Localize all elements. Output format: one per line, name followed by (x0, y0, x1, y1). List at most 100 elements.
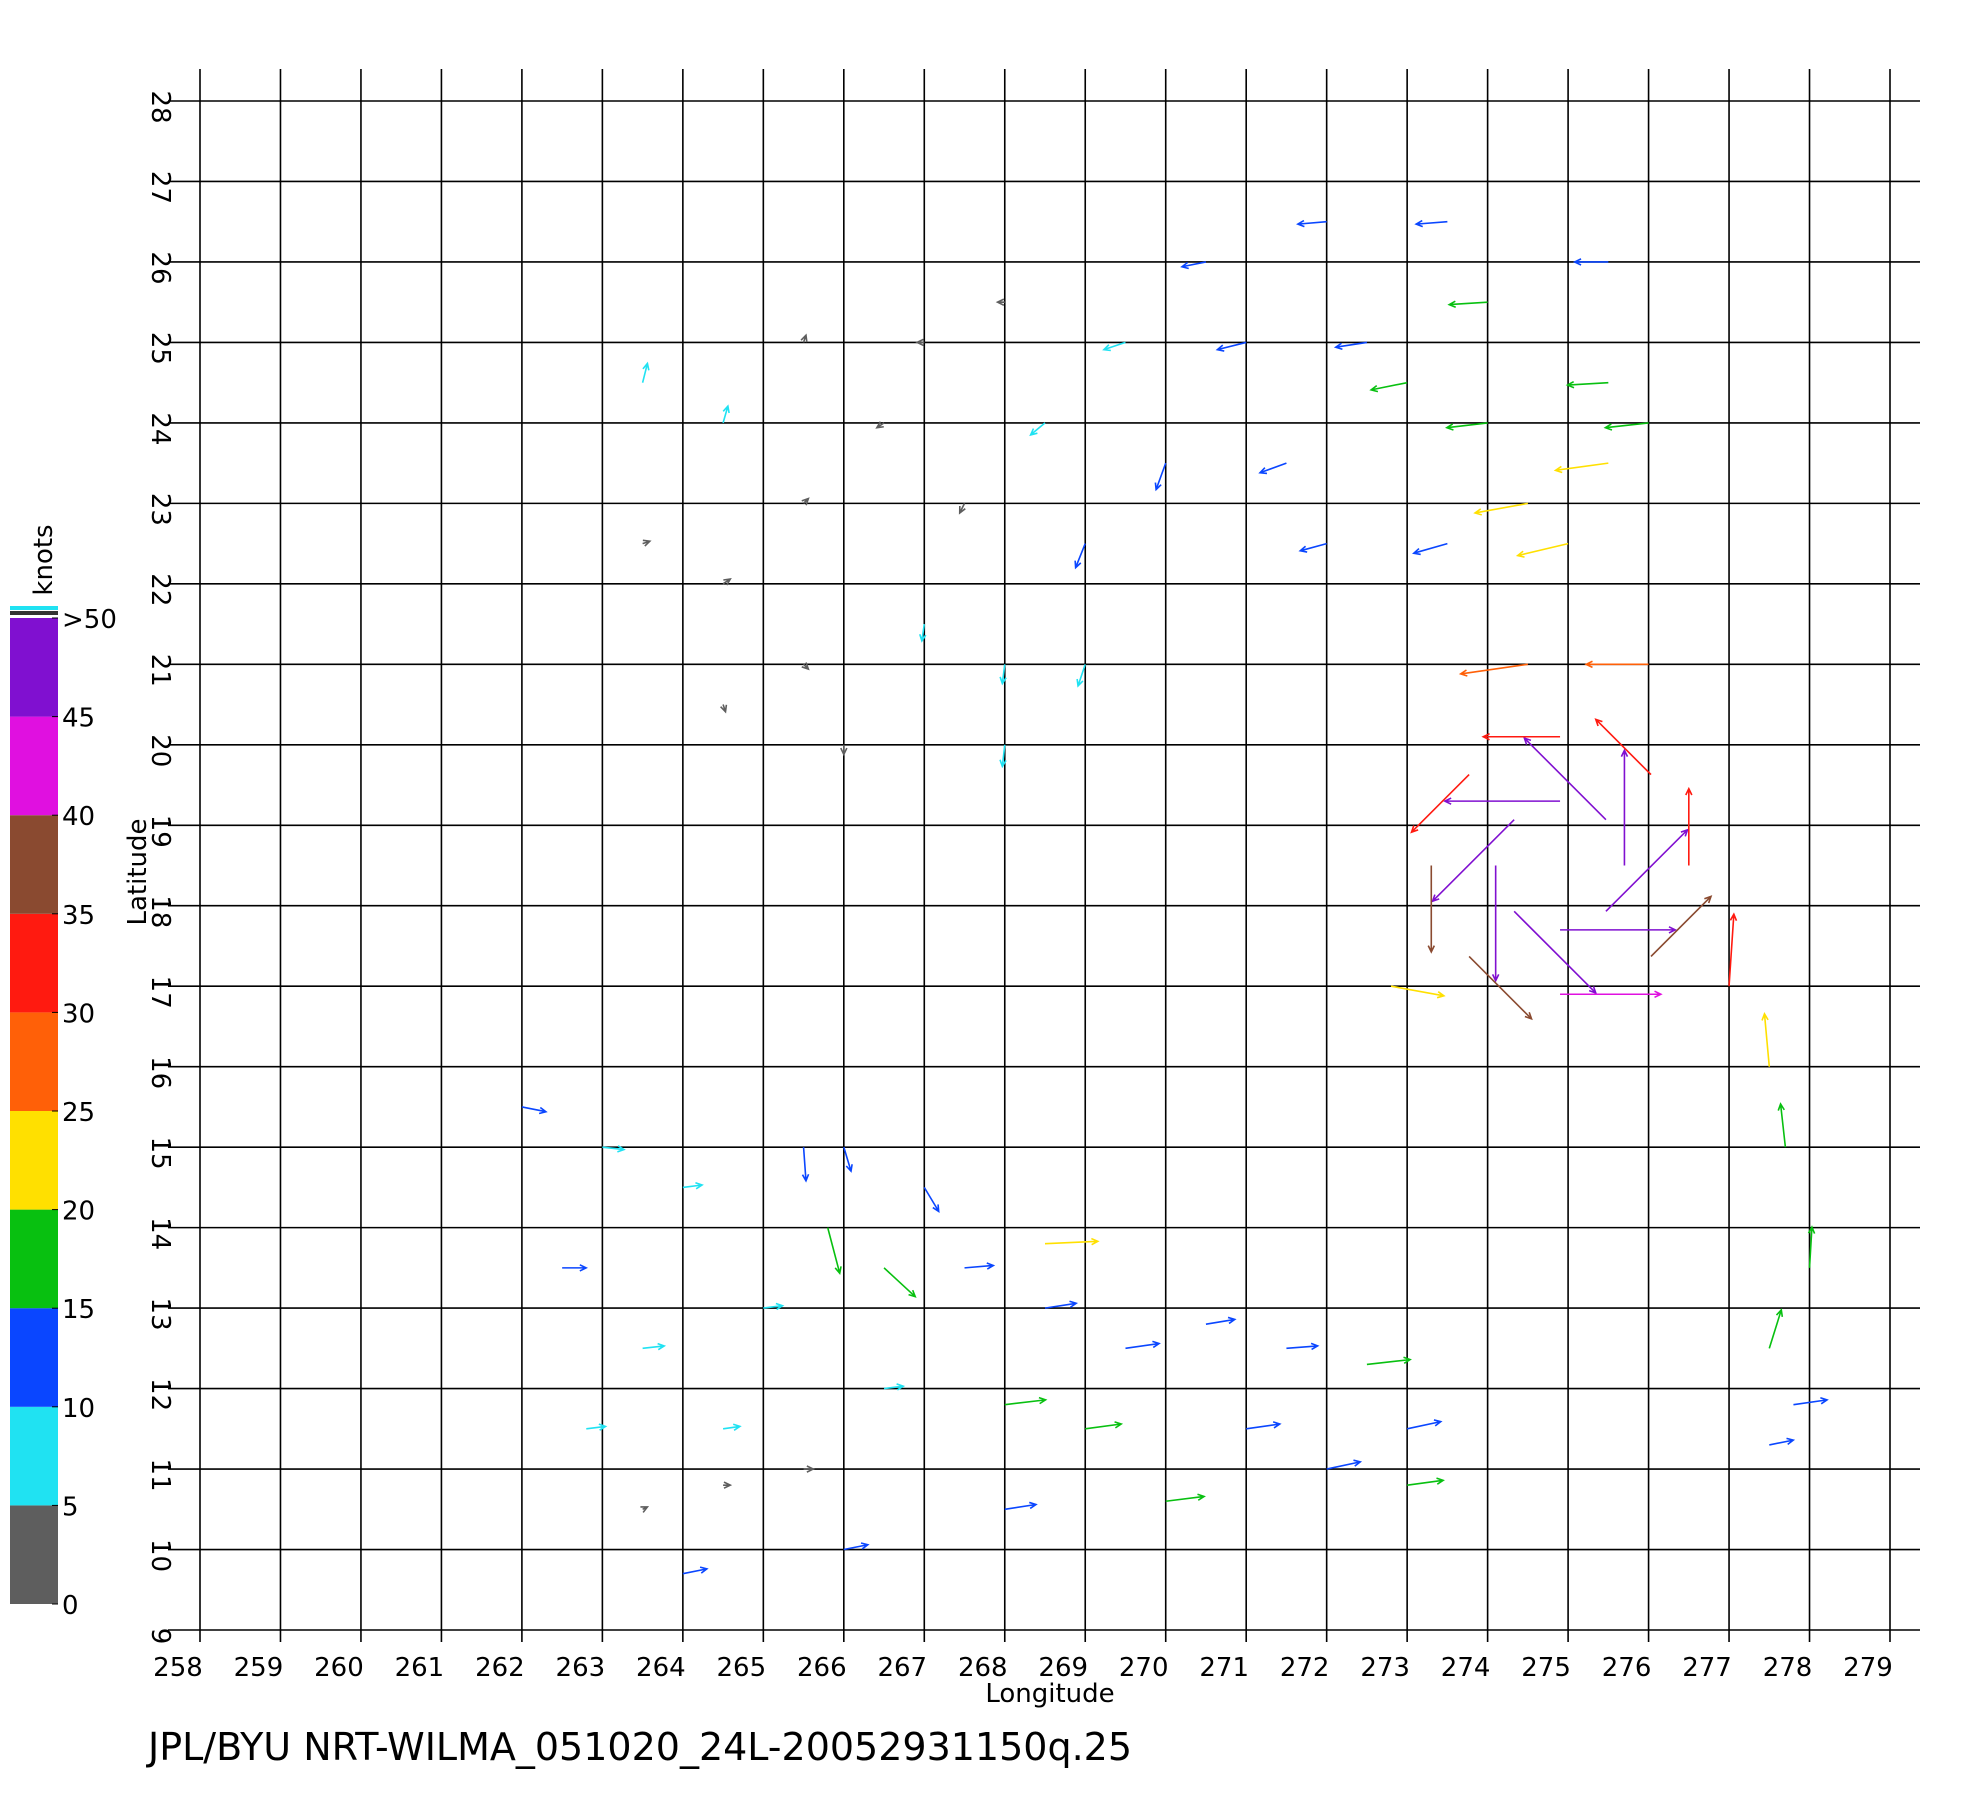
wind-vector (1761, 1012, 1771, 1067)
x-tick-label: 264 (636, 1653, 686, 1683)
wind-vector (1044, 1237, 1100, 1246)
y-tick-label: 15 (145, 1137, 175, 1170)
wind-vector (1458, 663, 1528, 677)
wind-vector (801, 662, 810, 671)
wind-vector (1412, 542, 1448, 556)
colorbar-segment (10, 1406, 58, 1506)
y-tick-label: 10 (145, 1539, 175, 1572)
wind-vector (720, 704, 728, 714)
wind-vector (1205, 1316, 1237, 1325)
wind-vector (1180, 261, 1207, 270)
wind-vector (1572, 258, 1609, 266)
y-tick-label: 24 (145, 412, 175, 445)
wind-vector (722, 1423, 742, 1431)
wind-vector (1515, 542, 1569, 558)
colorbar-tick-label: 35 (62, 901, 95, 931)
y-tick-label: 18 (145, 895, 175, 928)
wind-vector (722, 578, 732, 586)
wind-vector (1560, 926, 1678, 934)
wind-vector (1215, 341, 1247, 352)
wind-vector (1165, 1493, 1206, 1503)
wind-vector (1685, 786, 1693, 866)
x-tick-label: 258 (153, 1653, 203, 1683)
wind-vector (800, 333, 808, 343)
wind-vector (641, 361, 650, 383)
wind-vector (883, 1267, 917, 1298)
wind-vector (1298, 542, 1327, 553)
chart-title: JPL/BYU NRT-WILMA_051020_24L-20052931150… (146, 1725, 1132, 1769)
x-axis-label: Longitude (985, 1679, 1114, 1709)
wind-vector (883, 1383, 906, 1391)
wind-vector (964, 1262, 996, 1270)
wind-vector (1513, 910, 1598, 995)
colorbar-tick-label: >50 (62, 605, 117, 635)
x-tick-label: 269 (1038, 1653, 1088, 1683)
wind-vector (1366, 1356, 1412, 1366)
y-tick-label: 23 (145, 493, 175, 526)
colorbar-cap (10, 611, 58, 615)
x-tick-label: 279 (1843, 1653, 1893, 1683)
wind-vector (1390, 985, 1446, 999)
wind-vector (1296, 219, 1327, 228)
wind-vector (1584, 660, 1649, 669)
x-tick-label: 263 (556, 1653, 606, 1683)
y-tick-label: 22 (145, 573, 175, 606)
wind-vector (1044, 1300, 1079, 1309)
colorbar-segment (10, 618, 58, 717)
x-tick-label: 272 (1280, 1653, 1330, 1683)
colorbar-tick-label: 25 (62, 1098, 95, 1128)
colorbar-tick-label: 0 (62, 1591, 79, 1621)
wind-vector (826, 1227, 842, 1276)
x-tick-label: 276 (1602, 1653, 1652, 1683)
wind-vector (1246, 1421, 1282, 1430)
colorbar-tick-label: 15 (62, 1295, 95, 1325)
colorbar-segment (10, 1111, 58, 1210)
y-tick-label: 12 (145, 1378, 175, 1411)
colorbar-tick-label: 30 (62, 999, 95, 1029)
wind-vector (999, 744, 1007, 769)
wind-vector (1594, 718, 1652, 776)
wind-vector (1481, 732, 1561, 741)
wind-vector (1650, 895, 1713, 958)
colorbar-cap (10, 606, 58, 610)
wind-vector (1443, 797, 1561, 805)
wind-vector (1565, 380, 1609, 389)
wind-vector (801, 497, 810, 506)
wind-vector (875, 421, 885, 429)
wind-vector (958, 503, 966, 515)
wind-vector (1473, 502, 1529, 516)
x-tick-label: 262 (475, 1653, 525, 1683)
x-tick-label: 267 (877, 1653, 927, 1683)
x-tick-label: 265 (717, 1653, 767, 1683)
wind-vector (923, 1186, 940, 1213)
y-tick-label: 11 (145, 1459, 175, 1492)
wind-vector (915, 338, 925, 347)
wind-vector (1076, 664, 1086, 688)
wind-vector (1333, 341, 1368, 351)
wind-vector (1553, 462, 1609, 474)
colorbar-tick-label: 40 (62, 802, 95, 832)
x-tick-label: 278 (1763, 1653, 1813, 1683)
wind-vector (1793, 1396, 1829, 1406)
wind-vector (1125, 1340, 1161, 1350)
wind-vector (995, 298, 1005, 306)
wind-vector (1407, 1477, 1445, 1486)
wind-vector (1620, 748, 1629, 866)
wind-vector (1258, 462, 1287, 475)
x-tick-label: 260 (314, 1653, 364, 1683)
wind-vector (640, 1506, 650, 1513)
x-tick-label: 259 (234, 1653, 284, 1683)
wind-vector (723, 1481, 733, 1489)
wind-vector (1605, 828, 1689, 912)
x-tick-label: 277 (1682, 1653, 1732, 1683)
wind-vector (919, 623, 927, 643)
wind-vector (642, 1342, 667, 1351)
wind-vector (642, 539, 652, 547)
colorbar-segment (10, 913, 58, 1013)
x-tick-label: 270 (1119, 1653, 1169, 1683)
y-tick-label: 21 (145, 654, 175, 687)
wind-vector (1768, 1308, 1784, 1349)
colorbar-tick-label: 45 (62, 704, 95, 734)
wind-vector (682, 1566, 709, 1575)
